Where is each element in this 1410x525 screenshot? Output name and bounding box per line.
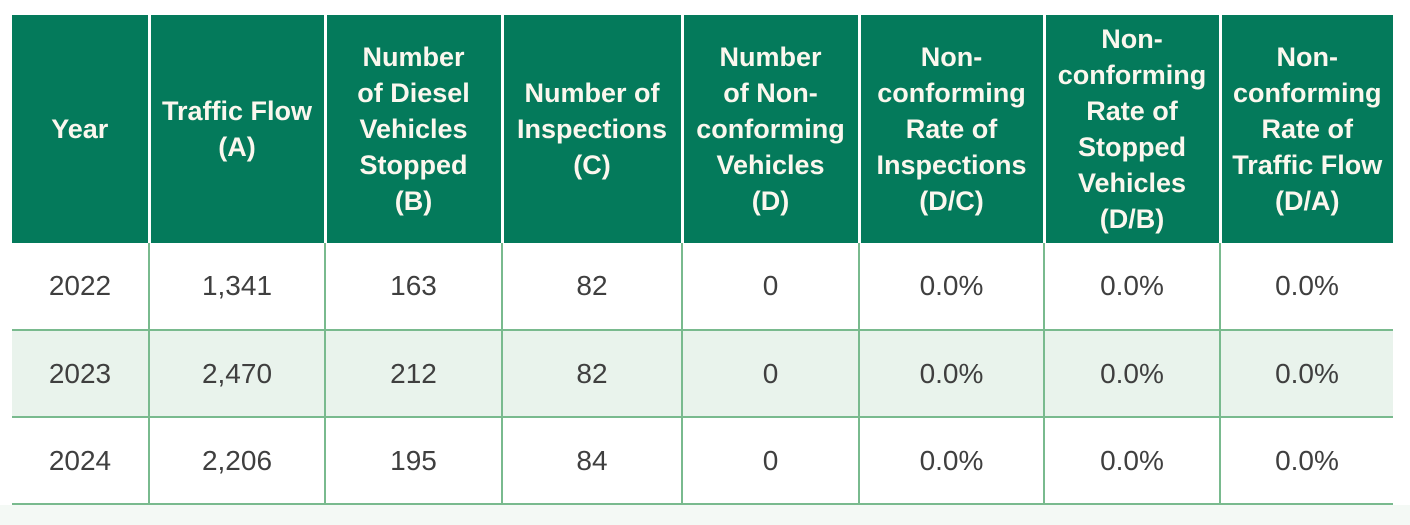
cell-inspections: 82 bbox=[501, 243, 682, 330]
cell-nonconforming-rate-traffic-flow: 0.0% bbox=[1219, 329, 1393, 417]
column-header-nonconforming-vehicles: Number of Non- conforming Vehicles (D) bbox=[680, 15, 859, 243]
cell-nonconforming-rate-stopped-vehicles: 0.0% bbox=[1043, 329, 1220, 417]
cell-traffic-flow: 1,341 bbox=[148, 243, 325, 330]
table-row-2024: 2024 2,206 195 84 0 0.0% 0.0% 0.0% bbox=[12, 416, 1393, 505]
cell-nonconforming-rate-stopped-vehicles: 0.0% bbox=[1043, 243, 1220, 330]
cell-inspections: 84 bbox=[501, 416, 682, 505]
column-header-diesel-vehicles-stopped: Number of Diesel Vehicles Stopped (B) bbox=[323, 15, 502, 243]
column-header-nonconforming-rate-stopped-vehicles: Non- conforming Rate of Stopped Vehicles… bbox=[1042, 15, 1220, 243]
cell-diesel-vehicles-stopped: 163 bbox=[324, 243, 502, 330]
cell-year: 2024 bbox=[12, 416, 149, 505]
cell-nonconforming-rate-traffic-flow: 0.0% bbox=[1219, 416, 1393, 505]
cell-nonconforming-vehicles: 0 bbox=[681, 329, 859, 417]
cell-year: 2022 bbox=[12, 243, 149, 330]
cell-year: 2023 bbox=[12, 329, 149, 417]
column-header-nonconforming-rate-traffic-flow: Non- conforming Rate of Traffic Flow (D/… bbox=[1218, 15, 1393, 243]
next-row-partial-strip bbox=[0, 505, 1410, 525]
cell-nonconforming-rate-inspections: 0.0% bbox=[858, 416, 1044, 505]
cell-nonconforming-vehicles: 0 bbox=[681, 243, 859, 330]
cell-nonconforming-rate-traffic-flow: 0.0% bbox=[1219, 243, 1393, 330]
cell-traffic-flow: 2,470 bbox=[148, 329, 325, 417]
cell-diesel-vehicles-stopped: 212 bbox=[324, 329, 502, 417]
column-header-nonconforming-rate-inspections: Non- conforming Rate of Inspections (D/C… bbox=[857, 15, 1044, 243]
table-header: Year Traffic Flow (A) Number of Diesel V… bbox=[12, 15, 1393, 243]
cell-diesel-vehicles-stopped: 195 bbox=[324, 416, 502, 505]
cell-nonconforming-rate-inspections: 0.0% bbox=[858, 329, 1044, 417]
column-header-traffic-flow: Traffic Flow (A) bbox=[147, 15, 325, 243]
table-row-2023: 2023 2,470 212 82 0 0.0% 0.0% 0.0% bbox=[12, 329, 1393, 417]
column-header-inspections: Number of Inspections (C) bbox=[500, 15, 682, 243]
cell-nonconforming-rate-stopped-vehicles: 0.0% bbox=[1043, 416, 1220, 505]
cell-traffic-flow: 2,206 bbox=[148, 416, 325, 505]
cell-inspections: 82 bbox=[501, 329, 682, 417]
cell-nonconforming-rate-inspections: 0.0% bbox=[858, 243, 1044, 330]
diesel-inspection-results-table: Year Traffic Flow (A) Number of Diesel V… bbox=[12, 15, 1393, 505]
column-header-year: Year bbox=[12, 15, 149, 243]
header-row: Year Traffic Flow (A) Number of Diesel V… bbox=[12, 15, 1393, 243]
table-row-2022: 2022 1,341 163 82 0 0.0% 0.0% 0.0% bbox=[12, 243, 1393, 330]
cell-nonconforming-vehicles: 0 bbox=[681, 416, 859, 505]
table-body: 2022 1,341 163 82 0 0.0% 0.0% 0.0% 2023 … bbox=[12, 243, 1393, 505]
